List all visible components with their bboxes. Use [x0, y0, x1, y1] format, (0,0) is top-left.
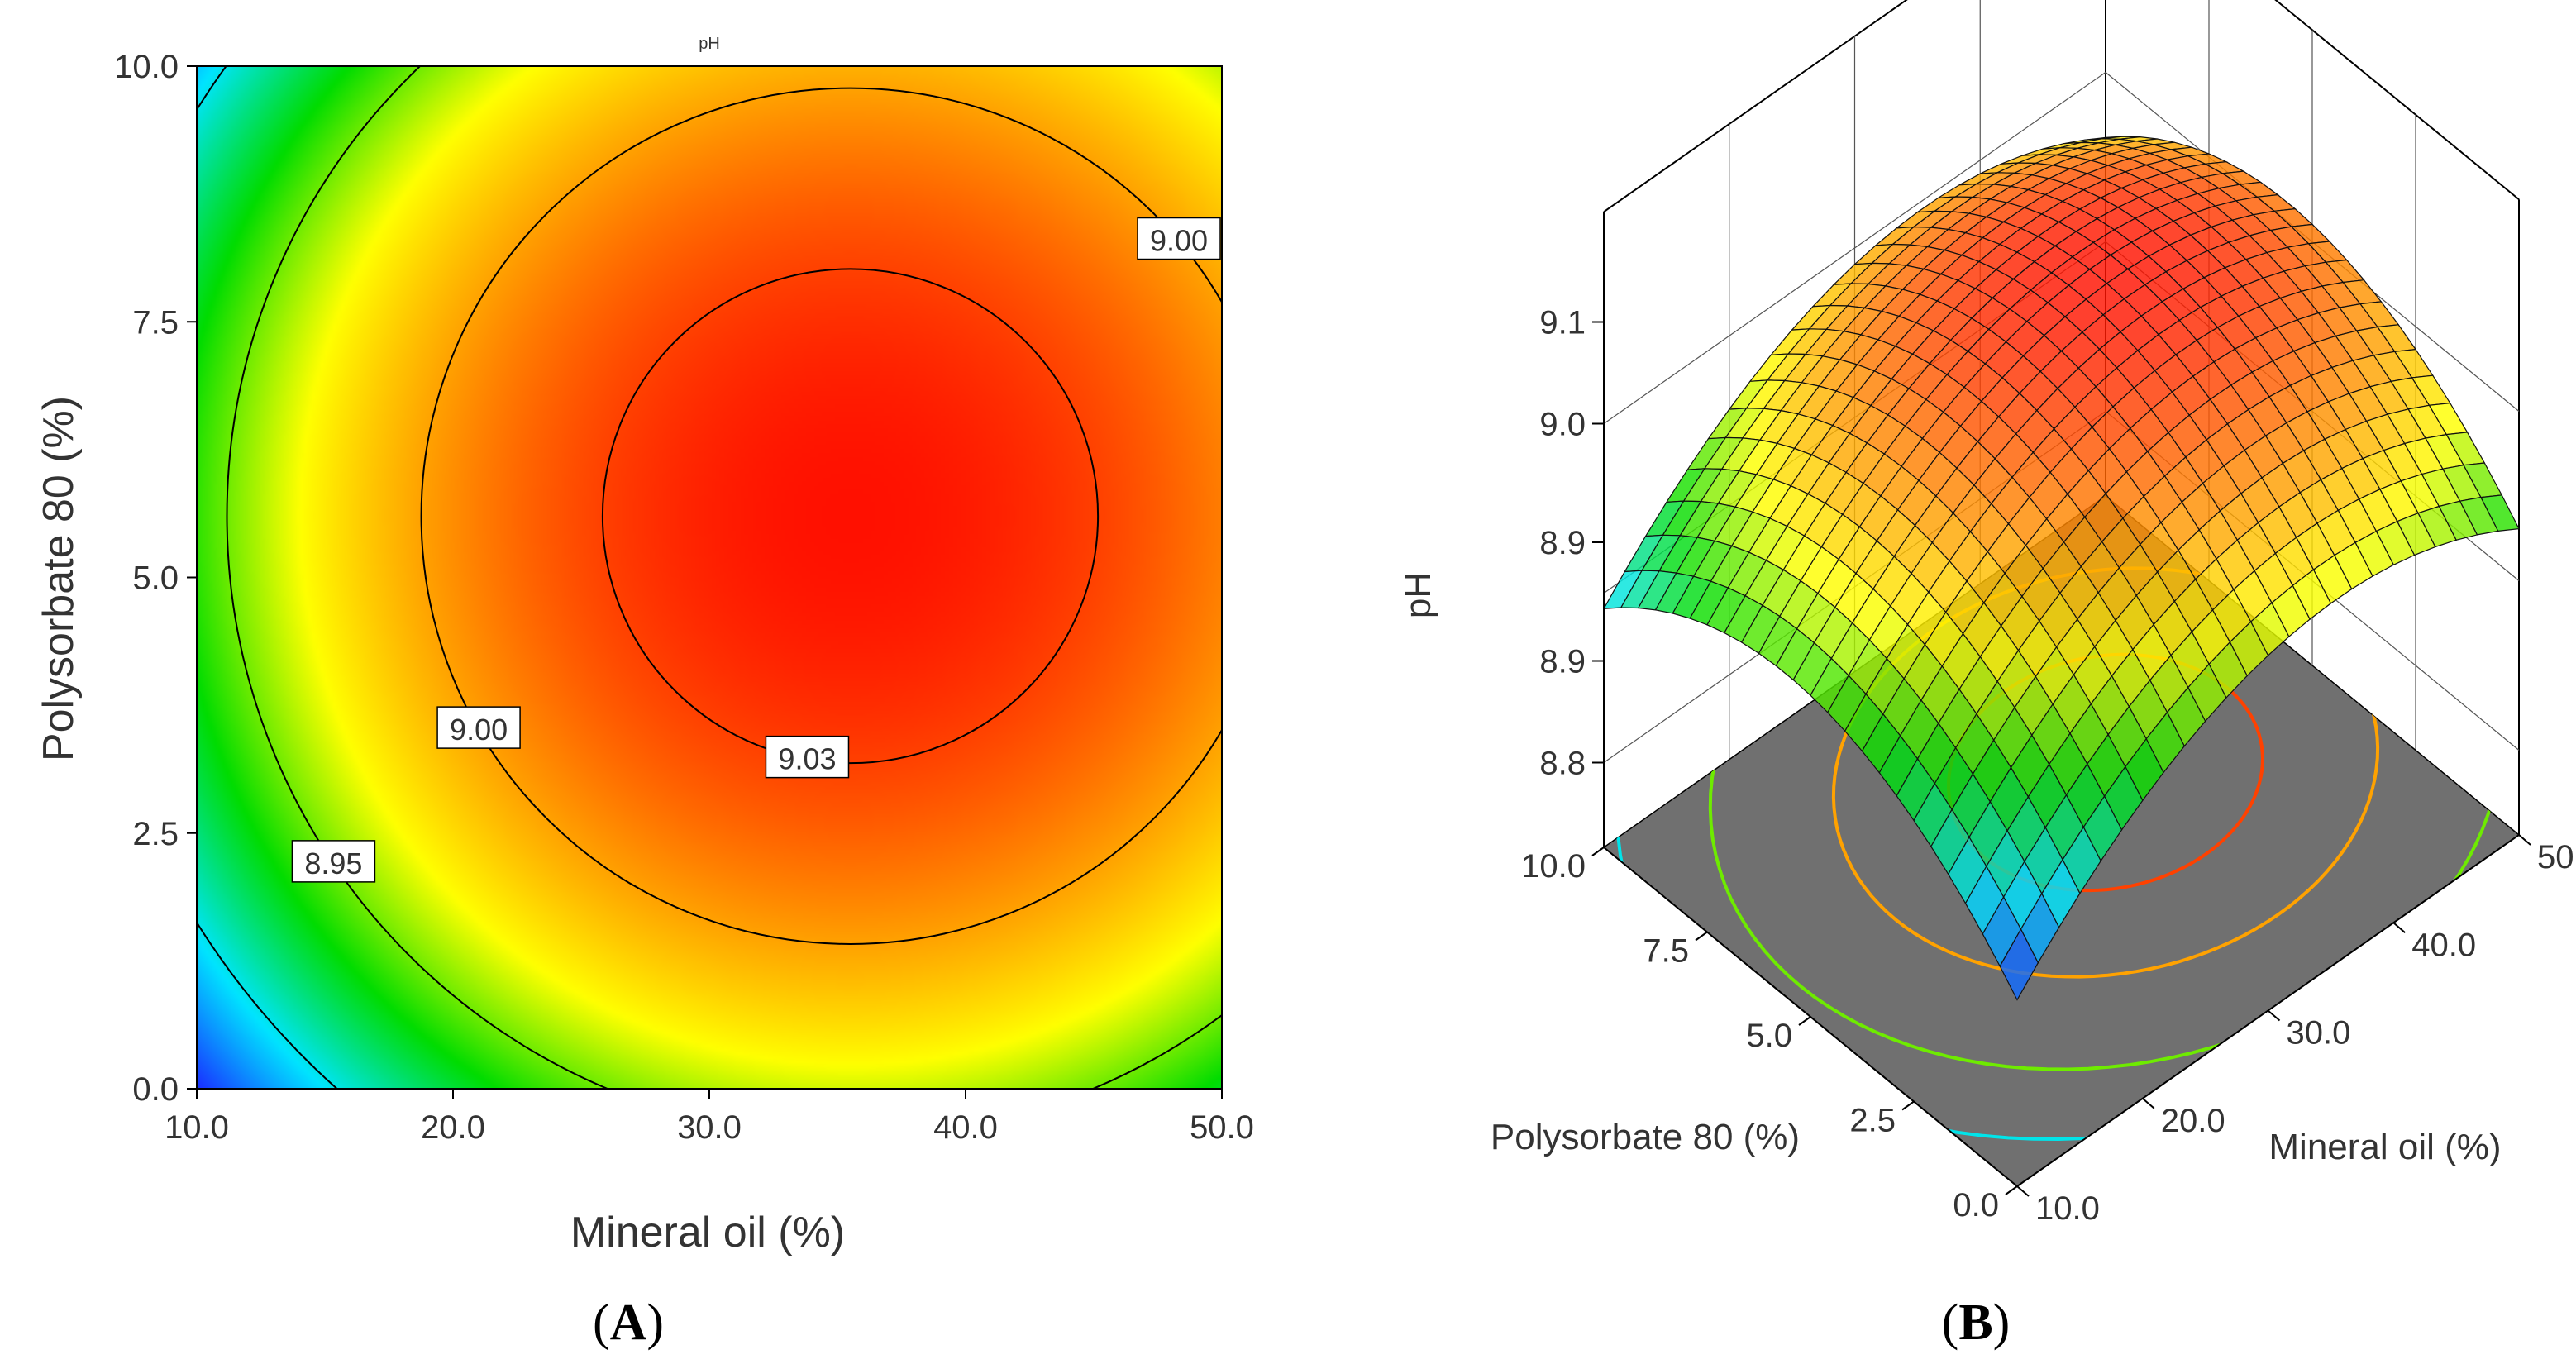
contour-heatmap	[197, 66, 1222, 1089]
y-axis-label-3d: Polysorbate 80 (%)	[1491, 1117, 1800, 1157]
x-axis-label-3d: Mineral oil (%)	[2268, 1127, 2501, 1167]
contour-label: 9.00	[1137, 217, 1221, 260]
y-tick-label: 10.0	[114, 49, 179, 85]
contour-label: 8.95	[291, 840, 376, 883]
contour-line	[601, 268, 1100, 765]
x-tick-label: 50.0	[1190, 1109, 1254, 1146]
z-axis-label: pH	[1398, 572, 1438, 618]
x-tick-label-3d: 40.0	[2411, 927, 2476, 963]
y-tick-label: 2.5	[132, 816, 179, 852]
x-tick-label-3d: 50.0	[2537, 839, 2576, 875]
contour-label: 9.00	[436, 706, 521, 749]
y-axis-label: Polysorbate 80 (%)	[35, 396, 83, 761]
y-tick-label-3d: 5.0	[1746, 1018, 1792, 1054]
surface-mesh	[1602, 136, 2520, 1001]
z-tick-label: 8.9	[1539, 525, 1586, 561]
x-tick-label: 30.0	[677, 1109, 742, 1146]
svg-text:8.95: 8.95	[304, 847, 362, 880]
surface-axes: 10.0 20.0 30.0 40.0 50.0 0.0 2.5 5.0 7.5 10.0 8.8 8…	[1521, 305, 2576, 1228]
contour-line	[226, 66, 1222, 1089]
y-tick-label-3d: 2.5	[1849, 1103, 1896, 1139]
svg-text:9.00: 9.00	[1150, 224, 1208, 258]
y-tick-label-3d: 7.5	[1643, 933, 1689, 970]
chart-title: pH	[699, 35, 720, 53]
svg-text:9.00: 9.00	[450, 713, 508, 746]
x-tick-label-3d: 30.0	[2287, 1015, 2351, 1052]
contour-label: 9.03	[765, 735, 850, 779]
z-tick-label: 8.8	[1539, 746, 1586, 782]
y-tick-label-3d: 10.0	[1521, 848, 1586, 885]
contour-line	[420, 87, 1222, 945]
x-tick-label: 40.0	[933, 1109, 998, 1146]
svg-text:9.03: 9.03	[778, 742, 836, 776]
contour-panel: 10.0 20.0 30.0 40.0 50.0 0.0 2.5 5.0 7.5 10.0 8.9…	[35, 35, 1254, 1351]
floor-contour	[1708, 496, 2503, 1071]
x-tick-label: 10.0	[165, 1109, 229, 1146]
contour-labels: 8.95 9.00 9.00 9.03	[291, 217, 1221, 883]
x-tick-label-3d: 20.0	[2161, 1103, 2225, 1139]
surface-panel: 10.0 20.0 30.0 40.0 50.0 0.0 2.5 5.0 7.5 10.0 8.8 8…	[1398, 0, 2576, 1351]
panel-label-b: (B)	[1942, 1295, 2011, 1351]
panel-label-a: (A)	[593, 1295, 664, 1351]
contour-axes: 10.0 20.0 30.0 40.0 50.0 0.0 2.5 5.0 7.5 10.0	[114, 49, 1254, 1146]
y-tick-label-3d: 0.0	[1953, 1187, 1999, 1223]
z-tick-label: 8.9	[1539, 644, 1586, 680]
y-tick-label: 0.0	[132, 1071, 179, 1108]
x-tick-label-3d: 10.0	[2035, 1190, 2100, 1227]
z-tick-label: 9.0	[1539, 407, 1586, 443]
z-tick-label: 9.1	[1539, 305, 1586, 341]
contour-lines	[197, 66, 1222, 1089]
x-tick-label: 20.0	[421, 1109, 485, 1146]
x-axis-label: Mineral oil (%)	[570, 1209, 845, 1257]
surface-cell	[1999, 928, 2039, 1001]
y-tick-label: 5.0	[132, 560, 179, 597]
y-tick-label: 7.5	[132, 304, 179, 341]
